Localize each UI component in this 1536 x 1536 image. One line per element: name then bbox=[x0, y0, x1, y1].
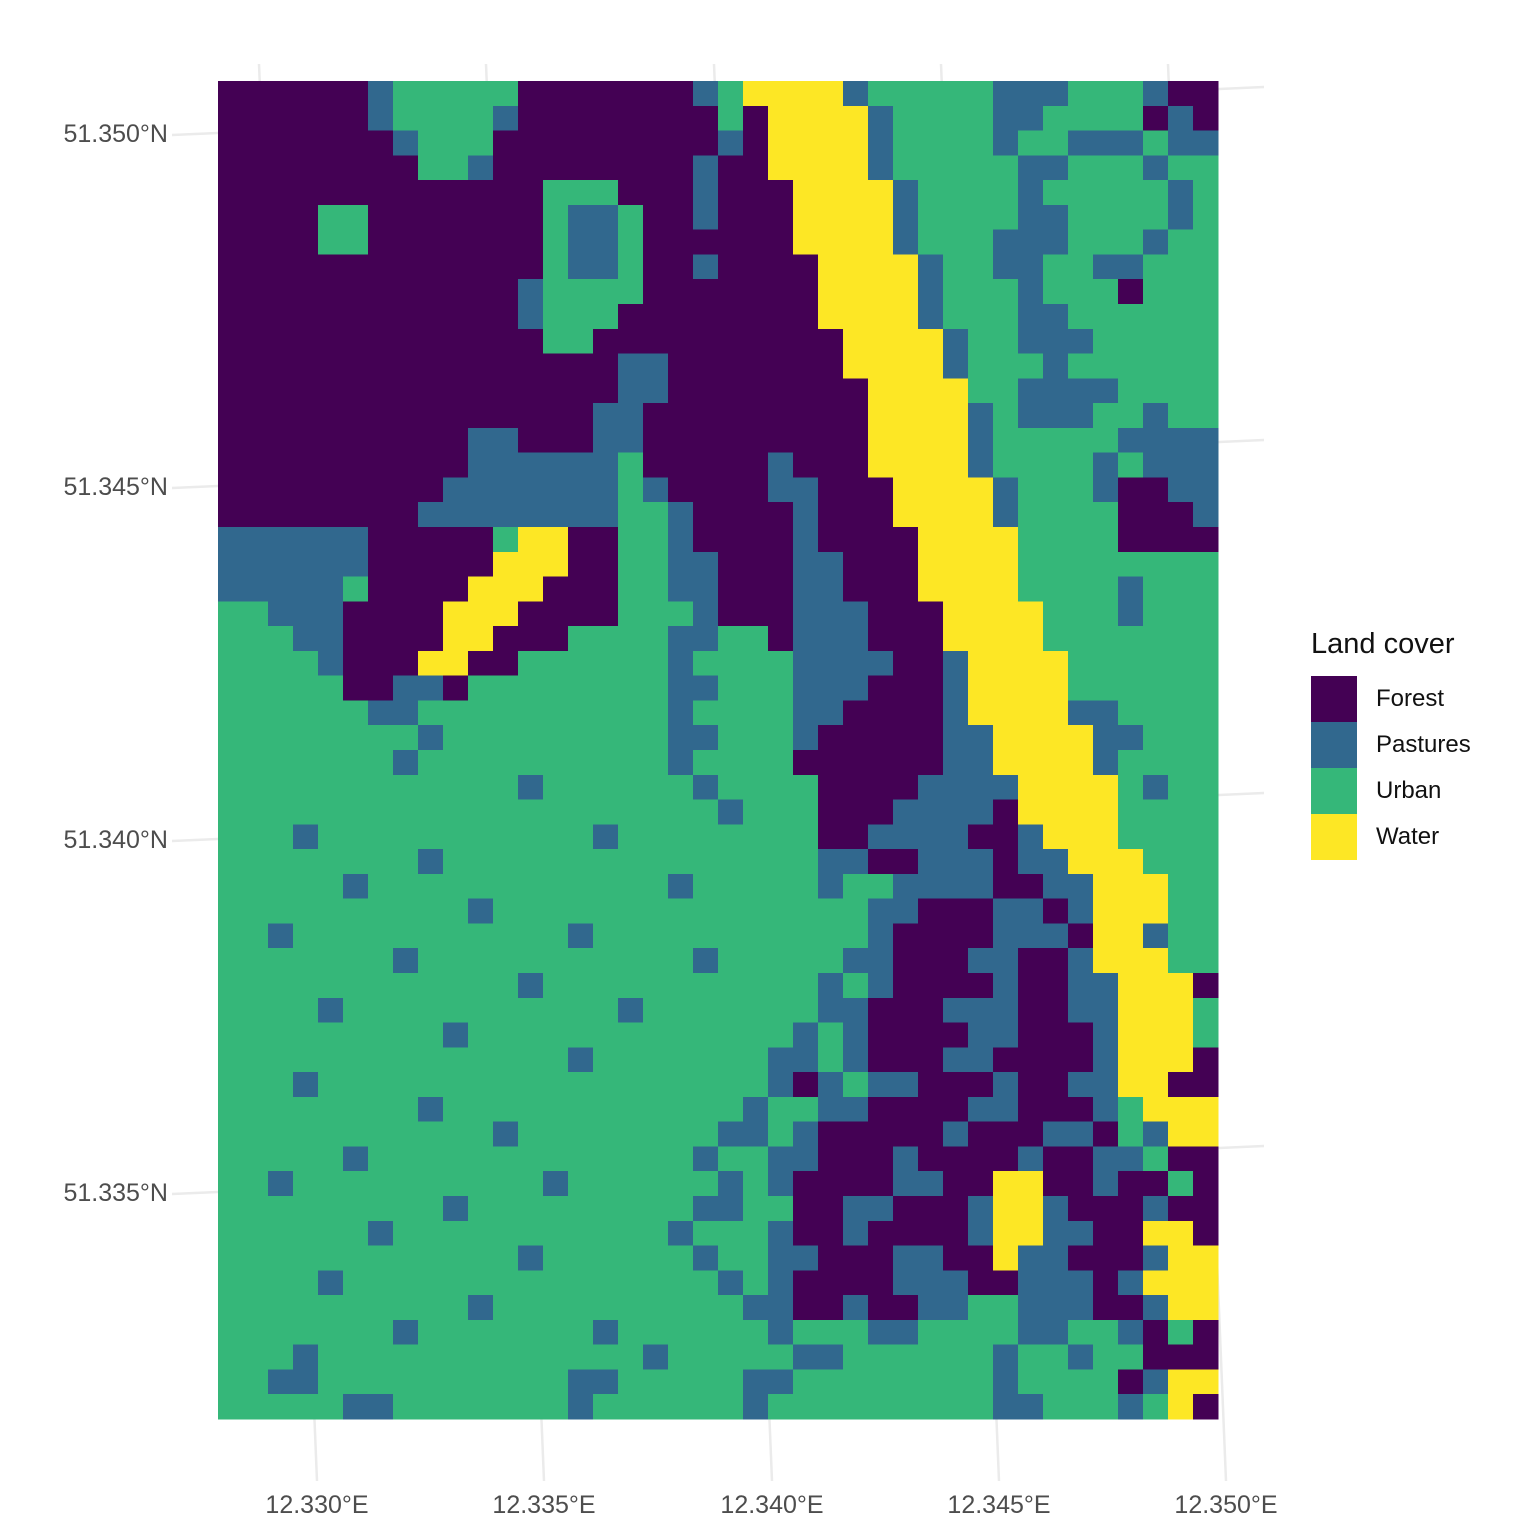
x-axis-tick-label: 12.345°E bbox=[947, 1491, 1050, 1519]
y-axis-tick-label: 51.345°N bbox=[63, 473, 168, 501]
pastures-swatch-icon bbox=[1311, 721, 1357, 768]
forest-swatch-icon bbox=[1311, 675, 1357, 722]
legend-label: Forest bbox=[1376, 684, 1445, 712]
x-axis-tick-label: 12.340°E bbox=[720, 1491, 823, 1519]
axis-labels: 12.330°E 12.335°E 12.340°E 12.345°E 12.350°E… bbox=[63, 120, 1277, 1519]
y-axis-tick-label: 51.335°N bbox=[63, 1179, 168, 1207]
legend-item-pastures: Pastures bbox=[1311, 721, 1536, 768]
urban-swatch-icon bbox=[1311, 767, 1357, 814]
y-axis-tick-label: 51.350°N bbox=[63, 120, 168, 148]
legend-label: Pastures bbox=[1376, 730, 1471, 758]
legend-item-urban: Urban bbox=[1311, 767, 1536, 814]
legend: Land cover Forest Pastures Urban Water bbox=[1311, 628, 1536, 860]
x-axis-tick-label: 12.350°E bbox=[1174, 1491, 1277, 1519]
raster-layer bbox=[218, 81, 1219, 1420]
legend-title: Land cover bbox=[1311, 628, 1455, 660]
legend-label: Urban bbox=[1376, 776, 1442, 804]
x-axis-tick-label: 12.330°E bbox=[265, 1491, 368, 1519]
y-axis-tick-label: 51.340°N bbox=[63, 826, 168, 854]
water-swatch-icon bbox=[1311, 813, 1357, 860]
legend-item-forest: Forest bbox=[1311, 675, 1536, 722]
legend-label: Water bbox=[1376, 822, 1440, 850]
legend-item-water: Water bbox=[1311, 813, 1536, 860]
x-axis-tick-label: 12.335°E bbox=[492, 1491, 595, 1519]
